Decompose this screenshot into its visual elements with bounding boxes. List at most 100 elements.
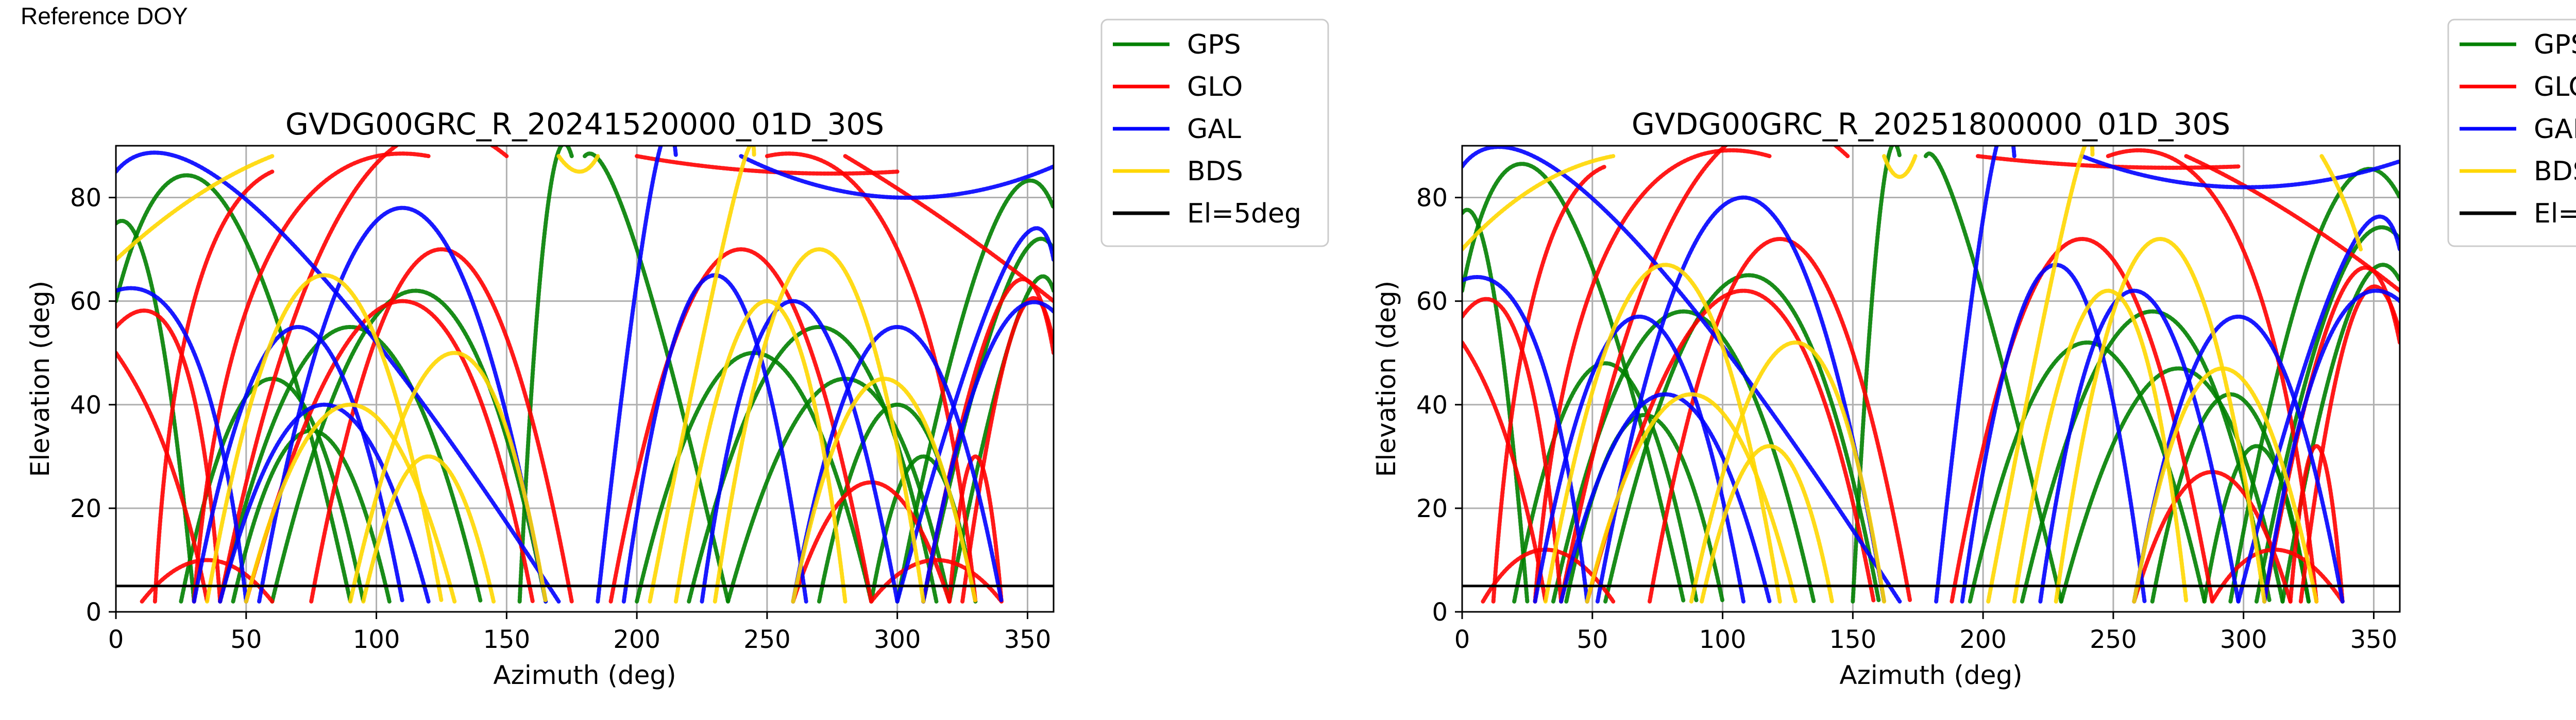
satellite-track-gal: [2080, 154, 2400, 190]
satellite-track-glo: [192, 151, 431, 604]
legend-box: [2447, 19, 2576, 247]
y-tick-label: 20: [70, 494, 101, 523]
x-axis-label: Azimuth (deg): [493, 660, 676, 690]
satellite-track-bds: [205, 273, 444, 604]
satellite-track-gps: [2020, 309, 2272, 604]
satellite-track-gal: [739, 154, 1054, 200]
satellite-track-bds: [1689, 340, 1886, 604]
legend: GPS GLO GAL BDS El=5deg: [2447, 19, 2576, 247]
x-tick-label: 250: [2090, 625, 2137, 654]
series-glo: [116, 146, 1054, 604]
satellite-track-glo: [1462, 340, 1548, 604]
x-tick-label: 100: [353, 625, 400, 654]
satellite-track-glo: [869, 558, 1004, 604]
satellite-track-gps: [2202, 444, 2311, 604]
satellite-track-glo: [244, 299, 535, 604]
satellite-track-glo: [218, 146, 509, 604]
x-tick-label: 200: [1959, 625, 2007, 654]
satellite-track-glo: [2184, 154, 2400, 293]
y-tick-label: 0: [1432, 598, 1448, 627]
satellite-track-glo: [2106, 148, 2319, 604]
x-tick-label: 350: [1004, 625, 1052, 654]
satellite-track-bds: [361, 454, 496, 604]
legend-label: GPS: [1187, 29, 1241, 60]
legend-label: GLO: [1187, 72, 1243, 102]
satellite-track-bds: [673, 299, 848, 604]
x-tick-label: 0: [108, 625, 124, 654]
chart-panel-1: 0 50 100 150 200 250 300 350 0 20 40 60 80 GVDG00GRC_…: [25, 19, 1329, 690]
satellite-track-glo: [635, 154, 900, 176]
chart-panel-2: 0 50 100 150 200 250 300 350 0 20 40 60 80 GVDG00GRC_…: [1371, 19, 2576, 690]
x-tick-label: 300: [2220, 625, 2267, 654]
satellite-track-gal: [700, 299, 900, 604]
satellite-track-bds: [2319, 154, 2363, 252]
satellite-track-gal: [2262, 288, 2400, 604]
legend-label: BDS: [1187, 156, 1243, 187]
reference-doy-label: Reference DOY: [21, 3, 188, 29]
satellite-track-gps: [1603, 273, 1881, 604]
series-bds: [116, 146, 978, 604]
y-tick-label: 0: [86, 598, 101, 627]
satellite-track-glo: [1462, 297, 1564, 604]
satellite-track-gps: [116, 173, 352, 604]
series-gal: [116, 146, 1054, 604]
series-gps: [1462, 146, 2400, 604]
x-tick-label: 50: [1577, 625, 1608, 654]
satellite-track-gps: [2059, 366, 2285, 604]
y-tick-label: 80: [1416, 184, 1448, 213]
legend-label: GAL: [2534, 114, 2576, 145]
satellite-track-gps: [2228, 167, 2400, 604]
satellite-track-bds: [116, 154, 275, 262]
legend-label: GLO: [2534, 72, 2576, 102]
y-tick-label: 80: [70, 184, 101, 213]
satellite-track-gal: [895, 226, 1054, 604]
satellite-track-gal: [921, 300, 1054, 604]
satellite-track-bds: [1700, 444, 1834, 604]
satellite-track-bds: [791, 376, 978, 604]
x-tick-label: 100: [1699, 625, 1747, 654]
satellite-track-glo: [1585, 288, 1876, 604]
plot-frame: [1461, 145, 2401, 613]
satellite-track-gps: [687, 325, 939, 604]
satellite-track-glo: [152, 169, 275, 604]
y-tick-label: 20: [1416, 494, 1448, 523]
x-tick-label: 350: [2350, 625, 2398, 654]
x-tick-label: 50: [230, 625, 262, 654]
satellite-track-glo: [116, 308, 223, 604]
satellite-track-gps: [270, 288, 548, 604]
x-axis-label: Azimuth (deg): [1839, 660, 2022, 690]
satellite-track-gps: [116, 218, 196, 604]
satellite-track-gal: [1559, 392, 1772, 604]
satellite-track-bds: [1543, 263, 1782, 604]
x-tick-label: 250: [743, 625, 791, 654]
y-axis-label: Elevation (deg): [25, 281, 55, 477]
x-tick-label: 300: [874, 625, 921, 654]
legend-box: [1100, 19, 1329, 247]
legend-label: BDS: [2534, 156, 2576, 187]
satellite-track-glo: [140, 558, 275, 604]
satellite-track-glo: [608, 247, 874, 604]
satellite-track-bds: [713, 247, 926, 604]
satellite-track-bds: [648, 146, 756, 604]
plot-area: [116, 146, 1054, 604]
satellite-track-gps: [1512, 361, 1699, 604]
x-tick-label: 150: [1829, 625, 1877, 654]
satellite-track-glo: [947, 454, 1004, 604]
satellite-track-glo: [1559, 146, 1850, 604]
satellite-track-bds: [348, 351, 548, 604]
satellite-track-gal: [116, 150, 561, 604]
satellite-track-gal: [2038, 288, 2241, 604]
y-axis-label: Elevation (deg): [1371, 281, 1401, 477]
chart-title: GVDG00GRC_R_20251800000_01D_30S: [1632, 107, 2230, 142]
y-tick-label: 60: [1416, 287, 1448, 316]
satellite-track-gal: [1934, 146, 2016, 604]
series-gal: [1462, 146, 2400, 604]
satellite-track-gps: [1462, 208, 1530, 604]
satellite-track-gps: [895, 178, 1054, 604]
satellite-track-bds: [2054, 237, 2267, 604]
legend-label: El=5deg: [2534, 198, 2576, 229]
satellite-track-gal: [257, 205, 548, 604]
y-tick-label: 60: [70, 287, 101, 316]
satellite-track-gal: [1595, 195, 1886, 604]
